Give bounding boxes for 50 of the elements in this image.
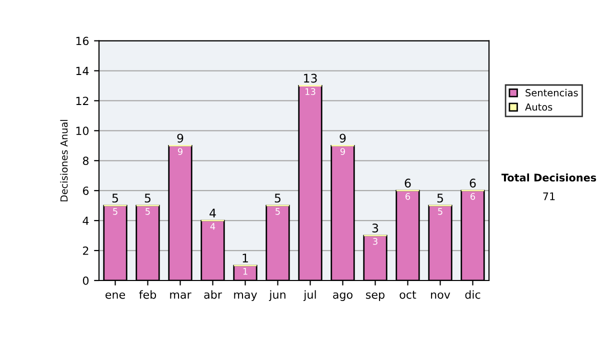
y-axis-title: Decisiones Anual (60, 120, 68, 202)
y-tick-label: 16 (76, 36, 89, 46)
text: Total Decisiones (501, 173, 596, 182)
text: 71 (543, 192, 555, 200)
data-label: 9 (340, 148, 345, 155)
x-tick-label: jul (303, 290, 316, 301)
x-tick-label: mar (170, 292, 192, 299)
y-tick-label: 12 (76, 96, 88, 105)
total-label: 5 (274, 194, 280, 203)
data-label: 13 (306, 88, 316, 95)
data-label: 4 (210, 223, 216, 230)
total-label: 1 (242, 254, 248, 262)
legend-label: Autos (525, 103, 552, 111)
total-label: 5 (144, 194, 150, 203)
y-tick-label: 6 (82, 186, 89, 195)
total-label: 13 (304, 74, 317, 83)
total-label: 6 (404, 178, 411, 188)
x-tick-label: dic (465, 290, 480, 299)
y-tick-label: 0 (82, 276, 89, 285)
data-label: 1 (243, 268, 248, 275)
y-tick-label: 8 (82, 156, 89, 166)
total-label: 4 (210, 208, 216, 218)
y-tick-label: 10 (76, 126, 89, 136)
x-tick-label: sep (366, 292, 384, 301)
total-label: 9 (340, 134, 346, 143)
x-tick-label: ene (106, 292, 126, 299)
data-label: 6 (470, 193, 476, 200)
data-label: 5 (438, 208, 442, 215)
y-tick-label: 14 (76, 66, 89, 75)
total-label: 5 (437, 194, 443, 203)
y-tick-label: 2 (83, 246, 88, 255)
total-label: 3 (372, 224, 378, 233)
x-tick-label: feb (139, 290, 156, 299)
x-tick-label: ago (333, 292, 352, 301)
data-label: 5 (276, 208, 280, 215)
data-label: 5 (113, 208, 118, 215)
data-label: 3 (373, 238, 378, 245)
x-tick-label: may (234, 292, 258, 301)
y-tick-label: 4 (82, 216, 89, 225)
total-label: 6 (470, 178, 476, 188)
data-label: 9 (178, 148, 182, 155)
data-label: 5 (146, 208, 150, 215)
x-tick-label: oct (400, 290, 416, 299)
total-label: 9 (177, 134, 184, 143)
x-tick-label: jun (268, 290, 286, 301)
data-label: 6 (406, 193, 410, 200)
total-label: 5 (112, 194, 118, 203)
legend-label: Sentencias (526, 88, 578, 96)
x-tick-label: nov (431, 292, 450, 299)
x-tick-label: abr (204, 290, 222, 299)
